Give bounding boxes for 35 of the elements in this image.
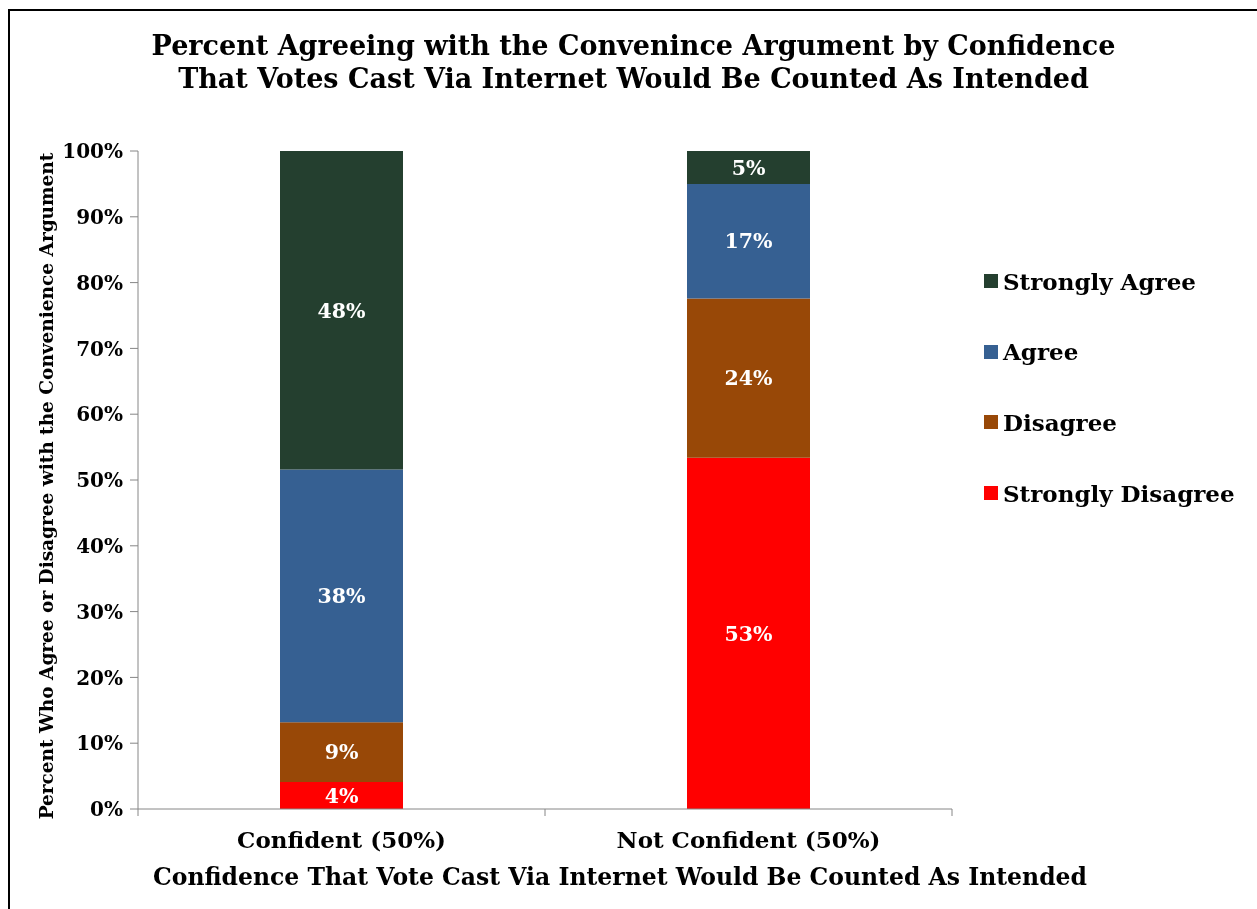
y-tick-label: 10% — [76, 731, 123, 756]
y-tick-label: 50% — [76, 468, 123, 493]
y-tick-label: 80% — [76, 270, 123, 295]
data-label: 53% — [724, 621, 773, 646]
chart-title: Percent Agreeing with the Convenince Argument by Confidence That Votes Cast Via Internet Would Be Counted As Intended — [151, 30, 1116, 94]
data-label: 4% — [324, 783, 359, 808]
bar — [687, 298, 810, 458]
bar — [280, 469, 403, 723]
y-tick-label: 60% — [76, 402, 123, 427]
x-tick-label: Confident (50%) — [237, 826, 446, 853]
data-label: 17% — [724, 229, 773, 254]
legend-label: Strongly Disagree — [1003, 479, 1235, 507]
x-tick-label: Not Confident (50%) — [616, 826, 881, 853]
y-tick-label: 90% — [76, 204, 123, 229]
bar — [280, 151, 403, 470]
y-tick-label: 30% — [76, 599, 123, 624]
y-tick-label: 70% — [76, 336, 123, 361]
y-tick-label: 0% — [90, 797, 123, 822]
y-axis-title: Percent Who Agree or Disagree with the Convenience Argument — [35, 152, 57, 820]
data-label: 48% — [317, 298, 366, 323]
data-label: 5% — [731, 155, 766, 180]
y-tick-label: 100% — [62, 139, 123, 164]
data-label: 38% — [317, 584, 366, 609]
y-tick-label: 40% — [76, 533, 123, 558]
data-label: 9% — [324, 740, 359, 765]
x-axis-title: Confidence That Vote Cast Via Internet Would Be Counted As Intended — [153, 863, 1087, 891]
legend-label: Agree — [1003, 338, 1079, 366]
bar — [687, 151, 810, 184]
y-tick-label: 20% — [76, 665, 123, 690]
data-label: 24% — [724, 366, 773, 391]
bar — [280, 722, 403, 783]
legend-label: Strongly Agree — [1003, 267, 1196, 295]
legend-label: Disagree — [1003, 408, 1118, 436]
bar — [687, 457, 810, 809]
bar — [687, 183, 810, 299]
